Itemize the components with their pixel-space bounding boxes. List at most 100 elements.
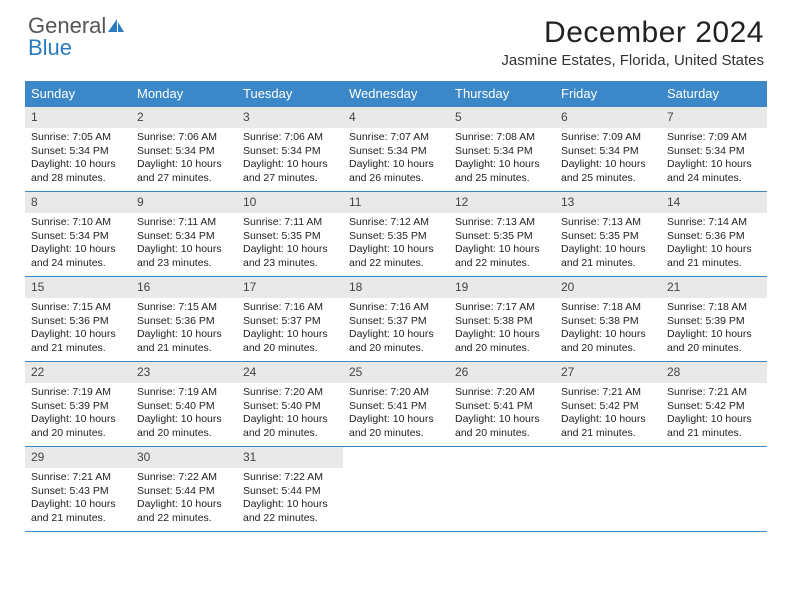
day-number: 31 [237,447,343,468]
calendar-cell: 6Sunrise: 7:09 AMSunset: 5:34 PMDaylight… [555,107,661,191]
day-number: 15 [25,277,131,298]
day-number: 8 [25,192,131,213]
day-number: 14 [661,192,767,213]
month-title: December 2024 [501,16,764,50]
day-number: 24 [237,362,343,383]
day-details: Sunrise: 7:06 AMSunset: 5:34 PMDaylight:… [131,128,237,189]
day-details: Sunrise: 7:09 AMSunset: 5:34 PMDaylight:… [661,128,767,189]
calendar-cell: 26Sunrise: 7:20 AMSunset: 5:41 PMDayligh… [449,362,555,446]
calendar-cell: 11Sunrise: 7:12 AMSunset: 5:35 PMDayligh… [343,192,449,276]
day-header: Monday [131,81,237,106]
day-number: 28 [661,362,767,383]
calendar-cell: 16Sunrise: 7:15 AMSunset: 5:36 PMDayligh… [131,277,237,361]
day-number: 23 [131,362,237,383]
day-details: Sunrise: 7:21 AMSunset: 5:42 PMDaylight:… [555,383,661,444]
calendar-row: 1Sunrise: 7:05 AMSunset: 5:34 PMDaylight… [25,106,767,191]
day-details: Sunrise: 7:20 AMSunset: 5:41 PMDaylight:… [449,383,555,444]
calendar-cell: 8Sunrise: 7:10 AMSunset: 5:34 PMDaylight… [25,192,131,276]
calendar-cell: 5Sunrise: 7:08 AMSunset: 5:34 PMDaylight… [449,107,555,191]
day-number: 21 [661,277,767,298]
day-header: Sunday [25,81,131,106]
calendar-cell: 17Sunrise: 7:16 AMSunset: 5:37 PMDayligh… [237,277,343,361]
calendar-row: 8Sunrise: 7:10 AMSunset: 5:34 PMDaylight… [25,191,767,276]
day-number: 29 [25,447,131,468]
day-details: Sunrise: 7:16 AMSunset: 5:37 PMDaylight:… [343,298,449,359]
calendar-cell: 28Sunrise: 7:21 AMSunset: 5:42 PMDayligh… [661,362,767,446]
day-number: 17 [237,277,343,298]
day-details: Sunrise: 7:12 AMSunset: 5:35 PMDaylight:… [343,213,449,274]
day-details: Sunrise: 7:16 AMSunset: 5:37 PMDaylight:… [237,298,343,359]
brand-sail-icon [107,17,125,38]
day-details: Sunrise: 7:22 AMSunset: 5:44 PMDaylight:… [131,468,237,529]
day-number: 2 [131,107,237,128]
day-details: Sunrise: 7:15 AMSunset: 5:36 PMDaylight:… [25,298,131,359]
day-header: Saturday [661,81,767,106]
page-header: General Blue December 2024 Jasmine Estat… [0,0,792,73]
day-number: 5 [449,107,555,128]
calendar-cell: 13Sunrise: 7:13 AMSunset: 5:35 PMDayligh… [555,192,661,276]
calendar-cell: 14Sunrise: 7:14 AMSunset: 5:36 PMDayligh… [661,192,767,276]
calendar-cell: 24Sunrise: 7:20 AMSunset: 5:40 PMDayligh… [237,362,343,446]
day-number: 20 [555,277,661,298]
calendar-cell: . [661,447,767,531]
calendar-cell: 3Sunrise: 7:06 AMSunset: 5:34 PMDaylight… [237,107,343,191]
day-number: 11 [343,192,449,213]
day-number: 19 [449,277,555,298]
day-header: Thursday [449,81,555,106]
day-number: 30 [131,447,237,468]
calendar-cell: . [555,447,661,531]
day-number: 6 [555,107,661,128]
calendar-cell: 22Sunrise: 7:19 AMSunset: 5:39 PMDayligh… [25,362,131,446]
day-details: Sunrise: 7:10 AMSunset: 5:34 PMDaylight:… [25,213,131,274]
calendar-cell: 12Sunrise: 7:13 AMSunset: 5:35 PMDayligh… [449,192,555,276]
day-number: 26 [449,362,555,383]
day-number: 1 [25,107,131,128]
day-details: Sunrise: 7:20 AMSunset: 5:40 PMDaylight:… [237,383,343,444]
calendar-cell: 27Sunrise: 7:21 AMSunset: 5:42 PMDayligh… [555,362,661,446]
calendar-cell: 30Sunrise: 7:22 AMSunset: 5:44 PMDayligh… [131,447,237,531]
day-details: Sunrise: 7:07 AMSunset: 5:34 PMDaylight:… [343,128,449,189]
day-number: 27 [555,362,661,383]
day-number: 10 [237,192,343,213]
day-number: 13 [555,192,661,213]
day-details: Sunrise: 7:19 AMSunset: 5:40 PMDaylight:… [131,383,237,444]
calendar-cell: 1Sunrise: 7:05 AMSunset: 5:34 PMDaylight… [25,107,131,191]
day-details: Sunrise: 7:09 AMSunset: 5:34 PMDaylight:… [555,128,661,189]
calendar-cell: 7Sunrise: 7:09 AMSunset: 5:34 PMDaylight… [661,107,767,191]
day-details: Sunrise: 7:17 AMSunset: 5:38 PMDaylight:… [449,298,555,359]
calendar-header-row: SundayMondayTuesdayWednesdayThursdayFrid… [25,81,767,106]
calendar-cell: 23Sunrise: 7:19 AMSunset: 5:40 PMDayligh… [131,362,237,446]
brand-logo: General Blue [28,16,125,59]
day-number: 7 [661,107,767,128]
day-details: Sunrise: 7:06 AMSunset: 5:34 PMDaylight:… [237,128,343,189]
calendar-cell: 15Sunrise: 7:15 AMSunset: 5:36 PMDayligh… [25,277,131,361]
day-details: Sunrise: 7:20 AMSunset: 5:41 PMDaylight:… [343,383,449,444]
calendar-cell: . [449,447,555,531]
day-number: 4 [343,107,449,128]
calendar-cell: 4Sunrise: 7:07 AMSunset: 5:34 PMDaylight… [343,107,449,191]
calendar-row: 29Sunrise: 7:21 AMSunset: 5:43 PMDayligh… [25,446,767,532]
location-text: Jasmine Estates, Florida, United States [501,52,764,69]
day-details: Sunrise: 7:14 AMSunset: 5:36 PMDaylight:… [661,213,767,274]
day-number: 3 [237,107,343,128]
day-details: Sunrise: 7:15 AMSunset: 5:36 PMDaylight:… [131,298,237,359]
day-header: Tuesday [237,81,343,106]
day-number: 25 [343,362,449,383]
day-details: Sunrise: 7:22 AMSunset: 5:44 PMDaylight:… [237,468,343,529]
day-number: 12 [449,192,555,213]
day-details: Sunrise: 7:13 AMSunset: 5:35 PMDaylight:… [555,213,661,274]
day-number: 18 [343,277,449,298]
calendar-cell: 9Sunrise: 7:11 AMSunset: 5:34 PMDaylight… [131,192,237,276]
brand-part2: Blue [28,35,72,60]
day-details: Sunrise: 7:19 AMSunset: 5:39 PMDaylight:… [25,383,131,444]
calendar-cell: 2Sunrise: 7:06 AMSunset: 5:34 PMDaylight… [131,107,237,191]
calendar-cell: 10Sunrise: 7:11 AMSunset: 5:35 PMDayligh… [237,192,343,276]
calendar-row: 15Sunrise: 7:15 AMSunset: 5:36 PMDayligh… [25,276,767,361]
day-details: Sunrise: 7:18 AMSunset: 5:39 PMDaylight:… [661,298,767,359]
day-details: Sunrise: 7:21 AMSunset: 5:42 PMDaylight:… [661,383,767,444]
calendar-cell: 19Sunrise: 7:17 AMSunset: 5:38 PMDayligh… [449,277,555,361]
day-details: Sunrise: 7:08 AMSunset: 5:34 PMDaylight:… [449,128,555,189]
day-number: 9 [131,192,237,213]
calendar-cell: 21Sunrise: 7:18 AMSunset: 5:39 PMDayligh… [661,277,767,361]
calendar-cell: 18Sunrise: 7:16 AMSunset: 5:37 PMDayligh… [343,277,449,361]
